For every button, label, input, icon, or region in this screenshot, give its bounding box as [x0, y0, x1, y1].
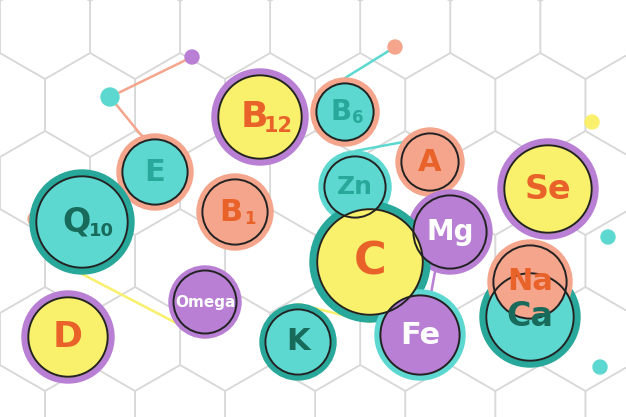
Circle shape [310, 202, 430, 322]
Circle shape [408, 190, 492, 274]
Circle shape [498, 139, 598, 239]
Circle shape [123, 139, 188, 205]
Circle shape [212, 69, 308, 165]
Circle shape [585, 115, 599, 129]
Text: Fe: Fe [400, 321, 440, 349]
Circle shape [260, 304, 336, 380]
Text: K: K [286, 327, 310, 357]
Circle shape [319, 151, 391, 223]
Circle shape [375, 290, 465, 380]
Circle shape [28, 312, 42, 326]
Circle shape [486, 273, 573, 361]
Circle shape [28, 297, 108, 377]
Text: Ca: Ca [506, 301, 553, 334]
Circle shape [593, 360, 607, 374]
Text: A: A [418, 148, 442, 176]
Circle shape [202, 179, 267, 245]
Text: 10: 10 [90, 222, 115, 240]
Text: Omega: Omega [175, 294, 235, 309]
Text: Se: Se [525, 173, 572, 206]
Circle shape [36, 176, 128, 268]
Circle shape [317, 209, 423, 315]
Circle shape [265, 309, 331, 374]
Circle shape [101, 88, 119, 106]
Text: B: B [241, 100, 269, 134]
Circle shape [381, 295, 459, 374]
Text: 12: 12 [264, 116, 293, 136]
Circle shape [424, 363, 436, 375]
Circle shape [480, 267, 580, 367]
Text: D: D [53, 320, 83, 354]
Text: C: C [354, 241, 386, 284]
Circle shape [316, 83, 374, 141]
Text: B: B [219, 198, 242, 226]
Circle shape [117, 134, 193, 210]
Circle shape [324, 156, 386, 218]
Circle shape [493, 245, 567, 319]
Circle shape [488, 240, 572, 324]
Circle shape [311, 78, 379, 146]
Circle shape [401, 133, 459, 191]
Text: 6: 6 [352, 109, 364, 127]
Text: Q: Q [62, 206, 90, 239]
Circle shape [396, 128, 464, 196]
Circle shape [30, 170, 134, 274]
Circle shape [601, 230, 615, 244]
Circle shape [22, 291, 114, 383]
Circle shape [388, 40, 402, 54]
Text: 1: 1 [244, 210, 255, 228]
Circle shape [173, 271, 237, 334]
Circle shape [28, 212, 42, 226]
Text: Na: Na [507, 267, 553, 296]
Text: B: B [331, 98, 352, 126]
Text: Mg: Mg [426, 218, 474, 246]
Text: E: E [145, 158, 165, 186]
Circle shape [505, 145, 592, 233]
Circle shape [218, 75, 302, 159]
Circle shape [169, 266, 241, 338]
Text: Zn: Zn [337, 175, 373, 199]
Circle shape [413, 196, 486, 269]
Circle shape [185, 50, 199, 64]
Circle shape [197, 174, 273, 250]
